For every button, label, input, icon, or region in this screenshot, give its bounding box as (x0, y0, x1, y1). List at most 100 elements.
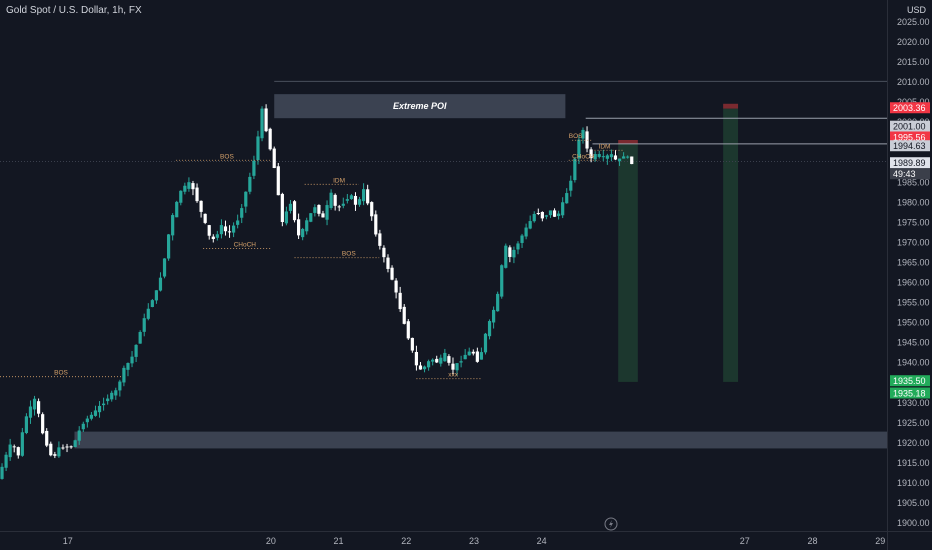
y-tick-label: 1955.00 (897, 298, 930, 308)
candle-body (45, 430, 49, 446)
candle-body (565, 193, 569, 204)
candle-body (313, 207, 317, 213)
candle-body (223, 226, 228, 232)
candle-body (609, 154, 614, 158)
candle-body (28, 406, 33, 418)
candle-body (459, 361, 463, 363)
structure-label: CHoCH (234, 241, 257, 248)
candle-body (69, 446, 73, 448)
y-tick-label: 1980.00 (897, 197, 930, 207)
candle-body (36, 401, 41, 414)
candle-body (463, 354, 467, 360)
candle-body (236, 220, 240, 225)
candle-body (81, 423, 85, 430)
candle-body (617, 158, 622, 162)
y-tick-label: 1975.00 (897, 217, 930, 227)
structure-label: BOS (220, 153, 234, 160)
candle-body (398, 292, 402, 310)
candle-body (504, 245, 508, 268)
candle-body (73, 440, 77, 448)
candle-body (593, 154, 597, 160)
candle-body (333, 194, 337, 206)
stop-box (618, 140, 638, 144)
candle-body (61, 447, 65, 449)
chart-title: Gold Spot / U.S. Dollar, 1h, FX (6, 5, 142, 16)
candle-body (390, 267, 394, 280)
price-axis (887, 0, 932, 550)
candle-body (601, 156, 605, 158)
structure-label: IDM (333, 177, 345, 184)
candle-body (305, 220, 309, 232)
candle-body (280, 193, 284, 223)
candle-body (589, 149, 593, 159)
candle-body (187, 182, 191, 189)
candle-body (512, 249, 516, 258)
price-badge (890, 102, 930, 114)
y-tick-label: 1910.00 (897, 478, 930, 488)
price-badge-text: 1994.63 (893, 141, 926, 151)
candle-body (199, 200, 203, 212)
structure-label: BOS (569, 133, 583, 140)
candle-body (341, 203, 345, 206)
price-badge (890, 131, 930, 143)
candle-body (32, 398, 37, 410)
candle-body (439, 357, 443, 364)
y-tick-label: 1965.00 (897, 257, 930, 267)
candle-body (97, 405, 102, 413)
candle-body (154, 290, 159, 301)
candle-body (548, 210, 553, 216)
candle-body (557, 213, 561, 217)
price-badge-text: 1935.18 (893, 388, 926, 398)
candle-body (203, 213, 207, 223)
candle-body (134, 344, 138, 357)
candle-body (496, 293, 500, 312)
candle-body (349, 195, 354, 200)
candle-body (410, 337, 414, 351)
candle-body (569, 180, 573, 191)
candle-body (540, 211, 544, 219)
candle-body (219, 225, 224, 235)
candle-body (231, 225, 236, 233)
candle-body (382, 247, 386, 258)
candle-body (106, 398, 110, 402)
candle-body (386, 257, 390, 269)
candle-body (492, 309, 496, 323)
y-tick-label: 1915.00 (897, 458, 930, 468)
structure-label: IDM (599, 143, 611, 150)
stop-box (723, 103, 739, 109)
x-tick-label: 28 (808, 536, 818, 546)
candle-body (508, 247, 512, 257)
poi-zone (274, 94, 566, 119)
candle-body (362, 189, 366, 202)
target-box (618, 143, 638, 382)
candle-body (378, 233, 382, 246)
candle-body (16, 447, 20, 456)
candle-body (467, 351, 471, 356)
candle-body (528, 221, 532, 229)
price-badge (890, 140, 930, 152)
candle-body (12, 446, 16, 448)
structure-label: BOS (342, 251, 356, 258)
candle-body (337, 206, 341, 208)
price-badge (890, 375, 930, 387)
candle-body (256, 136, 260, 161)
candle-body (597, 154, 601, 157)
candle-body (292, 201, 297, 221)
y-tick-label: 1925.00 (897, 418, 930, 428)
price-badge (890, 387, 930, 399)
x-tick-label: 20 (266, 536, 276, 546)
candle-body (118, 381, 122, 391)
candle-body (130, 356, 134, 364)
candle-body (248, 176, 252, 192)
candle-body (309, 213, 313, 222)
candle-body (77, 430, 81, 441)
candle-body (57, 447, 61, 457)
candle-body (101, 403, 106, 406)
candle-body (276, 166, 280, 196)
y-tick-label: 1970.00 (897, 237, 930, 247)
candle-body (24, 416, 29, 433)
candle-body (284, 211, 289, 224)
candle-body (142, 318, 146, 332)
candle-body (536, 212, 540, 214)
